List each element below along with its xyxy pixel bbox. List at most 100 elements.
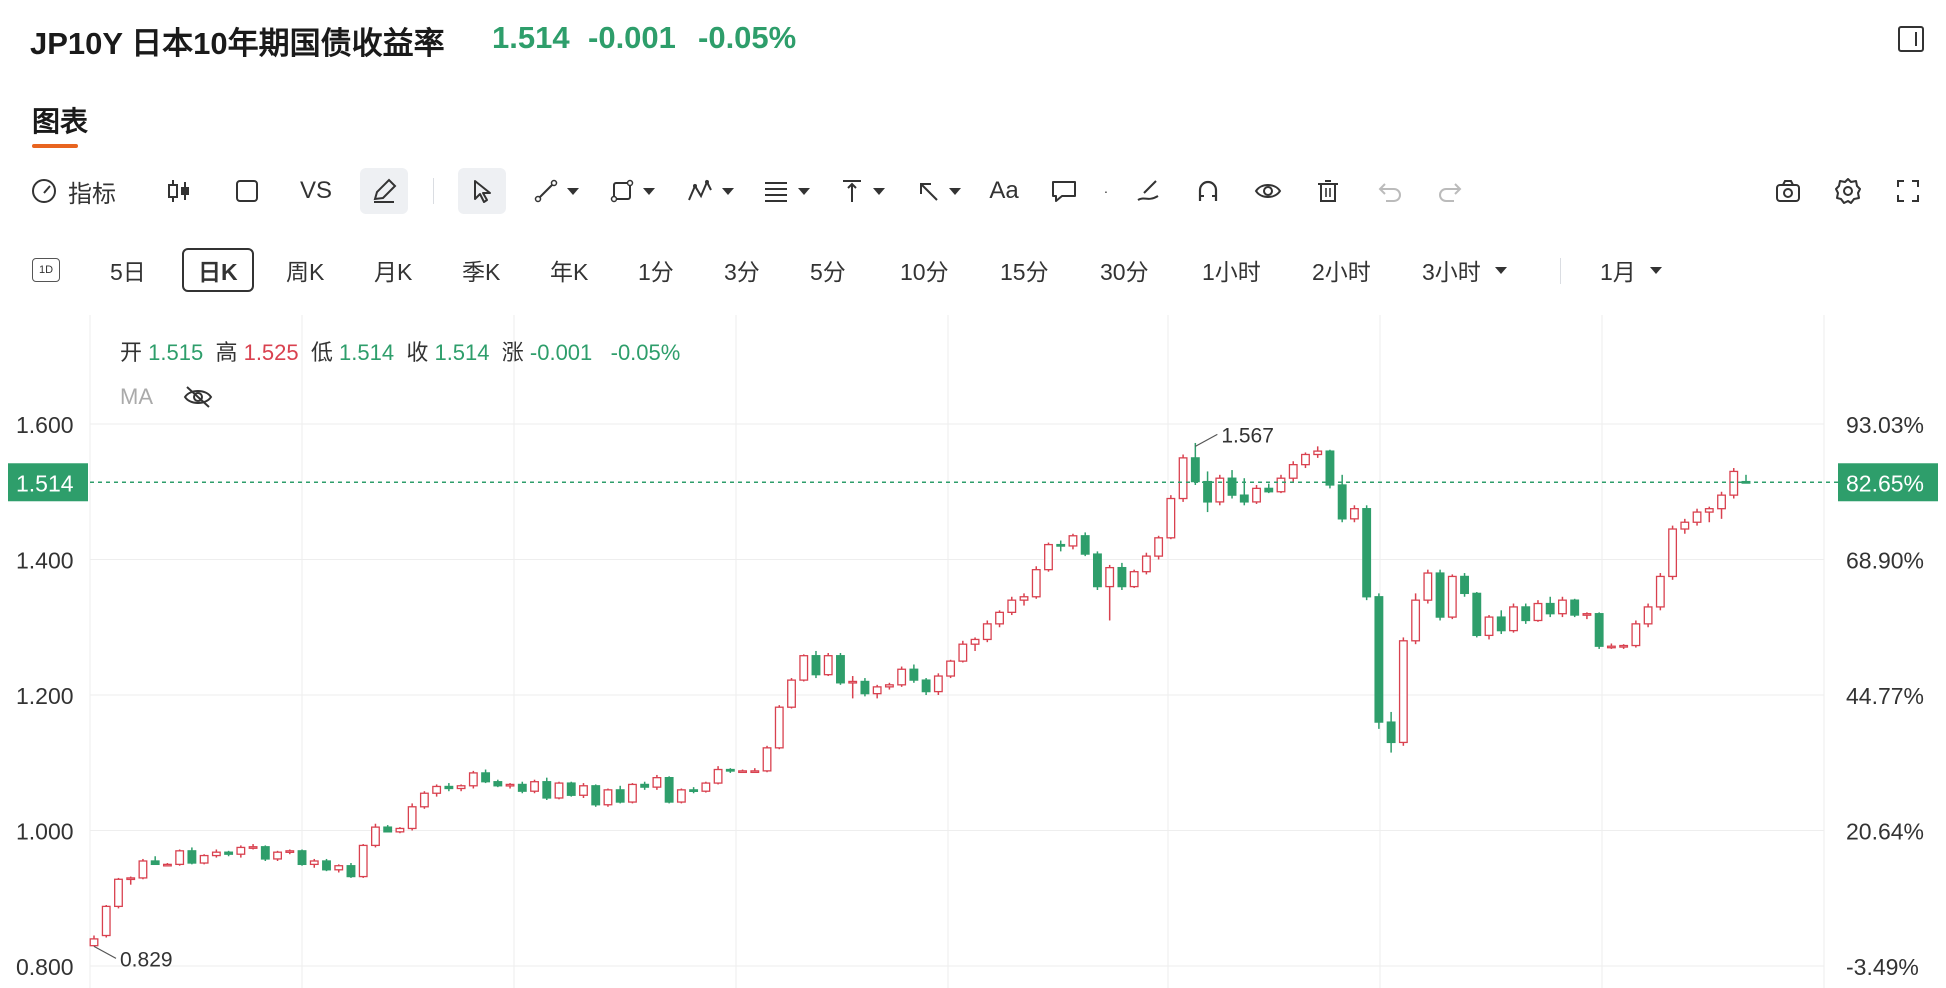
tab-underline (32, 144, 78, 148)
candle-body (1190, 457, 1200, 483)
period-daily[interactable]: 日K (182, 248, 254, 292)
compare-button[interactable]: VS (299, 177, 332, 204)
candle-body (1472, 592, 1482, 637)
high-value: 1.525 (243, 340, 299, 365)
layout-button[interactable] (230, 168, 264, 214)
period-1min[interactable]: 1分 (638, 259, 674, 285)
period-1h[interactable]: 1小时 (1202, 259, 1261, 285)
chevron-down-icon (1494, 266, 1507, 274)
fullscreen-button[interactable] (1890, 168, 1926, 214)
period-30min[interactable]: 30分 (1100, 259, 1149, 285)
period-month-select[interactable]: 1月 (1600, 248, 1662, 292)
fib-tool-icon (765, 182, 787, 202)
comment-tool[interactable] (1046, 168, 1082, 214)
high-label: 高 (215, 340, 238, 365)
magnet-tool[interactable] (1190, 168, 1226, 214)
candle-body (799, 655, 809, 681)
candle-body (260, 846, 270, 860)
candle-body (1570, 599, 1580, 616)
indicators-button[interactable]: 指标 (30, 168, 126, 214)
candle-body (615, 789, 625, 803)
candle-body (1521, 606, 1531, 622)
gauge-icon (32, 179, 56, 203)
low-label: 低 (310, 340, 333, 365)
camera-icon (1776, 180, 1800, 202)
period-monthly[interactable]: 月K (374, 259, 413, 285)
y-tick-label: 0.800 (16, 954, 74, 980)
text-tool[interactable]: Aa (989, 177, 1019, 204)
candle-body (1117, 566, 1127, 588)
tab-chart[interactable]: 图表 (32, 106, 89, 137)
candle-body (1680, 521, 1690, 530)
low-value: 1.514 (339, 340, 395, 365)
candle-body (995, 611, 1004, 625)
candle-body (444, 785, 454, 790)
drawing-toggle-button[interactable] (360, 168, 408, 214)
brush-tool[interactable] (1130, 168, 1166, 214)
candle-body (1484, 616, 1494, 637)
period-5min[interactable]: 5分 (810, 259, 846, 285)
candle-body (1643, 606, 1653, 625)
candle-body (1631, 623, 1641, 647)
measure-tool[interactable] (834, 168, 890, 214)
candle-body (468, 772, 478, 787)
fib-tool[interactable] (758, 168, 814, 214)
period-yearly[interactable]: 年K (550, 259, 589, 285)
period-2h[interactable]: 2小时 (1312, 259, 1371, 285)
settings-button[interactable] (1830, 168, 1866, 214)
period-15min[interactable]: 15分 (1000, 259, 1049, 285)
candle-body (1349, 508, 1359, 520)
candle-body (774, 706, 784, 749)
screenshot-button[interactable] (1770, 168, 1806, 214)
candlestick-chart[interactable]: 1.600 93.03% 1.400 68.90% 1.200 44.77% 1.000 20… (0, 315, 1946, 988)
chevron-down-icon (722, 187, 734, 195)
candle-body (1031, 569, 1041, 598)
period-3h[interactable]: 3小时 (1422, 248, 1507, 292)
candle-body (456, 785, 466, 790)
ma-label: MA (120, 384, 153, 409)
period-10min[interactable]: 10分 (900, 259, 949, 285)
candle-body (309, 860, 319, 866)
candle-body (101, 905, 111, 937)
candle-body (982, 623, 992, 641)
period-1d-button[interactable]: 1D (32, 258, 60, 282)
line-tool[interactable] (528, 168, 584, 214)
max-annotation-line (1195, 433, 1218, 447)
chevron-down-icon (798, 187, 810, 195)
candle-body (285, 850, 295, 853)
candle-body (1154, 537, 1164, 557)
candle-body (224, 851, 234, 855)
cursor-tool[interactable] (458, 168, 506, 214)
redo-button[interactable] (1432, 168, 1468, 214)
comment-icon (1052, 181, 1076, 202)
period-weekly[interactable]: 周K (286, 259, 325, 285)
candle-body (909, 668, 919, 681)
candle-body (1668, 528, 1678, 578)
delete-tool[interactable] (1310, 168, 1346, 214)
undo-button[interactable] (1372, 168, 1408, 214)
period-3min[interactable]: 3分 (724, 259, 760, 285)
candle-body (1606, 645, 1616, 649)
chart-type-button[interactable] (162, 168, 196, 214)
candle-body (1068, 535, 1078, 547)
shape-tool[interactable] (604, 168, 660, 214)
pct-tick-label: 44.77% (1846, 683, 1924, 709)
brush-icon (1137, 180, 1159, 201)
dot-separator: · (1103, 183, 1109, 199)
period-5d[interactable]: 5日 (110, 259, 146, 285)
candle-body (358, 844, 368, 878)
candle-body (652, 777, 662, 788)
candle-body (1533, 602, 1543, 622)
candle-body (138, 860, 148, 879)
candle-body (1717, 494, 1726, 510)
candle-body (236, 846, 246, 855)
arrow-tool[interactable] (910, 168, 966, 214)
pattern-tool[interactable] (682, 168, 738, 214)
collapse-panel-icon[interactable] (1898, 26, 1924, 52)
visibility-tool[interactable] (1250, 168, 1286, 214)
period-quarterly[interactable]: 季K (462, 259, 501, 285)
candle-body (1313, 450, 1323, 456)
ma-visibility-toggle[interactable] (182, 384, 214, 416)
candle-body (750, 770, 760, 774)
current-pct-label: 82.65% (1846, 470, 1924, 496)
